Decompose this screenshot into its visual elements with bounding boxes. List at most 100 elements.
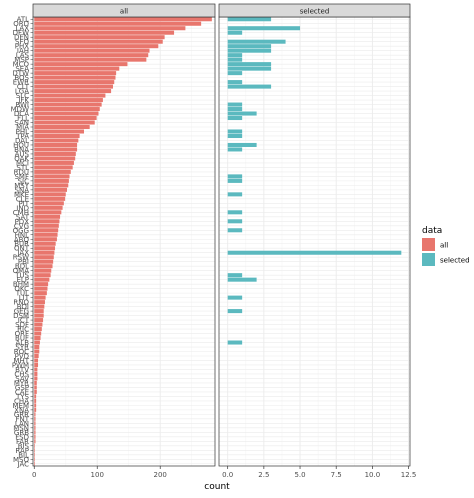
y-tick-label-FAR: FAR bbox=[16, 438, 29, 446]
y-tick-label-PHX: PHX bbox=[15, 43, 29, 51]
bar-all-MSO bbox=[34, 457, 35, 462]
facet-panel-all: all 0 100 200 bbox=[32, 3, 216, 479]
bar-all-LAX bbox=[34, 26, 186, 31]
bar-all-CHS bbox=[34, 371, 38, 376]
bar-all-SAV bbox=[34, 376, 38, 381]
bar-all-ALB bbox=[34, 340, 40, 345]
y-tick-label-ABQ: ABQ bbox=[14, 236, 30, 244]
y-tick-label-JFK: JFK bbox=[17, 97, 29, 105]
bar-all-MHT bbox=[34, 358, 39, 363]
bar-all-JAC bbox=[34, 461, 35, 466]
bar-all-MIA bbox=[34, 124, 90, 130]
bar-all-HNL bbox=[34, 232, 58, 237]
facet-strip-label: all bbox=[120, 8, 128, 16]
y-tick-label-MKE: MKE bbox=[14, 191, 29, 199]
y-tick-label-STL: STL bbox=[16, 164, 29, 172]
bar-all-SFO bbox=[34, 39, 163, 44]
y-tick-label-CAE: CAE bbox=[15, 388, 29, 396]
bar-all-BDL bbox=[34, 264, 53, 269]
y-tick-label-DFW: DFW bbox=[13, 29, 29, 37]
bar-all-ABQ bbox=[34, 237, 57, 242]
x-tick-label: 100 bbox=[91, 471, 104, 479]
bar-all-DAL bbox=[34, 138, 79, 143]
bar-all-MEM bbox=[34, 403, 37, 408]
y-tick-label-XNA: XNA bbox=[14, 406, 29, 414]
y-tick-label-MHT: MHT bbox=[13, 357, 29, 365]
y-tick-label-LAX: LAX bbox=[15, 25, 29, 33]
bar-selected-IAH bbox=[227, 48, 272, 53]
bar-all-LAN bbox=[34, 421, 36, 426]
bar-all-ELP bbox=[34, 277, 50, 282]
bar-selected-MDW bbox=[227, 107, 243, 112]
bar-selected-DCA bbox=[227, 111, 257, 116]
bar-all-PBI bbox=[34, 259, 54, 264]
bar-selected-JAX bbox=[227, 250, 402, 255]
y-tick-label-RSW: RSW bbox=[13, 254, 29, 262]
y-tick-label-DCA: DCA bbox=[14, 110, 29, 118]
y-tick-label-FNT: FNT bbox=[15, 415, 29, 423]
bar-all-ORF bbox=[34, 331, 42, 336]
panel-background bbox=[33, 17, 215, 466]
y-tick-label-SAT: SAT bbox=[16, 213, 30, 221]
y-tick-label-GSP: GSP bbox=[15, 384, 29, 392]
y-tick-label-EWR: EWR bbox=[13, 79, 29, 87]
bar-all-CLE bbox=[34, 196, 66, 201]
bar-selected-MCO bbox=[227, 62, 272, 67]
y-tick-label-ORF: ORF bbox=[15, 330, 29, 338]
y-axis: ATLORDLAXDFWDENSFOPHXIAHLASMSPMCOSEADTWB… bbox=[11, 16, 33, 468]
y-tick-label-RIC: RIC bbox=[17, 326, 29, 334]
y-tick-label-MEM: MEM bbox=[12, 402, 29, 410]
bar-selected-SFO bbox=[227, 39, 286, 44]
legend-title: data bbox=[422, 226, 442, 236]
x-tick-label: 10.0 bbox=[365, 471, 381, 479]
y-tick-label-GRR: GRR bbox=[14, 411, 29, 419]
bar-all-OKC bbox=[34, 286, 48, 291]
y-tick-label-ICT: ICT bbox=[18, 317, 30, 325]
legend-swatch-all bbox=[422, 238, 435, 251]
y-tick-label-TUS: TUS bbox=[14, 272, 29, 280]
bar-selected-TPA bbox=[227, 133, 243, 139]
bar-all-MCO bbox=[34, 62, 128, 67]
bar-all-FSD bbox=[34, 434, 36, 439]
y-tick-label-RNO: RNO bbox=[13, 299, 29, 307]
facet-strip-label: selected bbox=[300, 8, 330, 16]
y-tick-label-AUS: AUS bbox=[15, 150, 30, 158]
y-tick-label-MCI: MCI bbox=[16, 159, 29, 167]
bar-all-GSP bbox=[34, 385, 37, 390]
bar-selected-BNA bbox=[227, 147, 243, 152]
bar-all-OAK bbox=[34, 156, 76, 161]
bar-selected-MKE bbox=[227, 192, 243, 197]
y-tick-label-RDU: RDU bbox=[14, 168, 29, 176]
bar-all-GEG bbox=[34, 309, 44, 314]
y-tick-label-JAX: JAX bbox=[16, 249, 29, 257]
bar-all-DCA bbox=[34, 111, 99, 116]
bar-selected-SJC bbox=[227, 178, 243, 183]
bar-all-BNA bbox=[34, 147, 78, 152]
y-tick-label-MYR: MYR bbox=[14, 379, 29, 387]
bar-all-SAN bbox=[34, 120, 95, 125]
bar-all-IND bbox=[34, 205, 63, 210]
y-tick-label-MSP: MSP bbox=[14, 56, 29, 64]
bar-selected-TUS bbox=[227, 273, 243, 278]
x-tick-label: 2.5 bbox=[258, 471, 269, 479]
bar-selected-DFW bbox=[227, 30, 243, 35]
bar-all-BUF bbox=[34, 336, 41, 341]
bar-all-BTV bbox=[34, 367, 38, 372]
bar-all-GRB bbox=[34, 430, 36, 435]
y-tick-label-FLL: FLL bbox=[17, 115, 29, 123]
y-tick-label-CMH: CMH bbox=[13, 209, 29, 217]
y-tick-label-MIA: MIA bbox=[16, 124, 29, 132]
y-tick-label-DAL: DAL bbox=[15, 137, 29, 145]
facet-strip bbox=[218, 3, 411, 18]
y-tick-label-JAC: JAC bbox=[17, 460, 30, 468]
bar-all-BOI bbox=[34, 304, 45, 309]
bar-all-PVD bbox=[34, 353, 39, 359]
bar-all-EWR bbox=[34, 80, 115, 85]
bar-all-STL bbox=[34, 165, 73, 170]
y-tick-label-LAS: LAS bbox=[16, 52, 30, 60]
bar-all-ROC bbox=[34, 349, 40, 354]
y-tick-label-PBI: PBI bbox=[18, 258, 29, 266]
y-tick-label-TUL: TUL bbox=[15, 290, 29, 298]
bar-all-DTW bbox=[34, 71, 117, 76]
bar-all-SDF bbox=[34, 322, 43, 327]
